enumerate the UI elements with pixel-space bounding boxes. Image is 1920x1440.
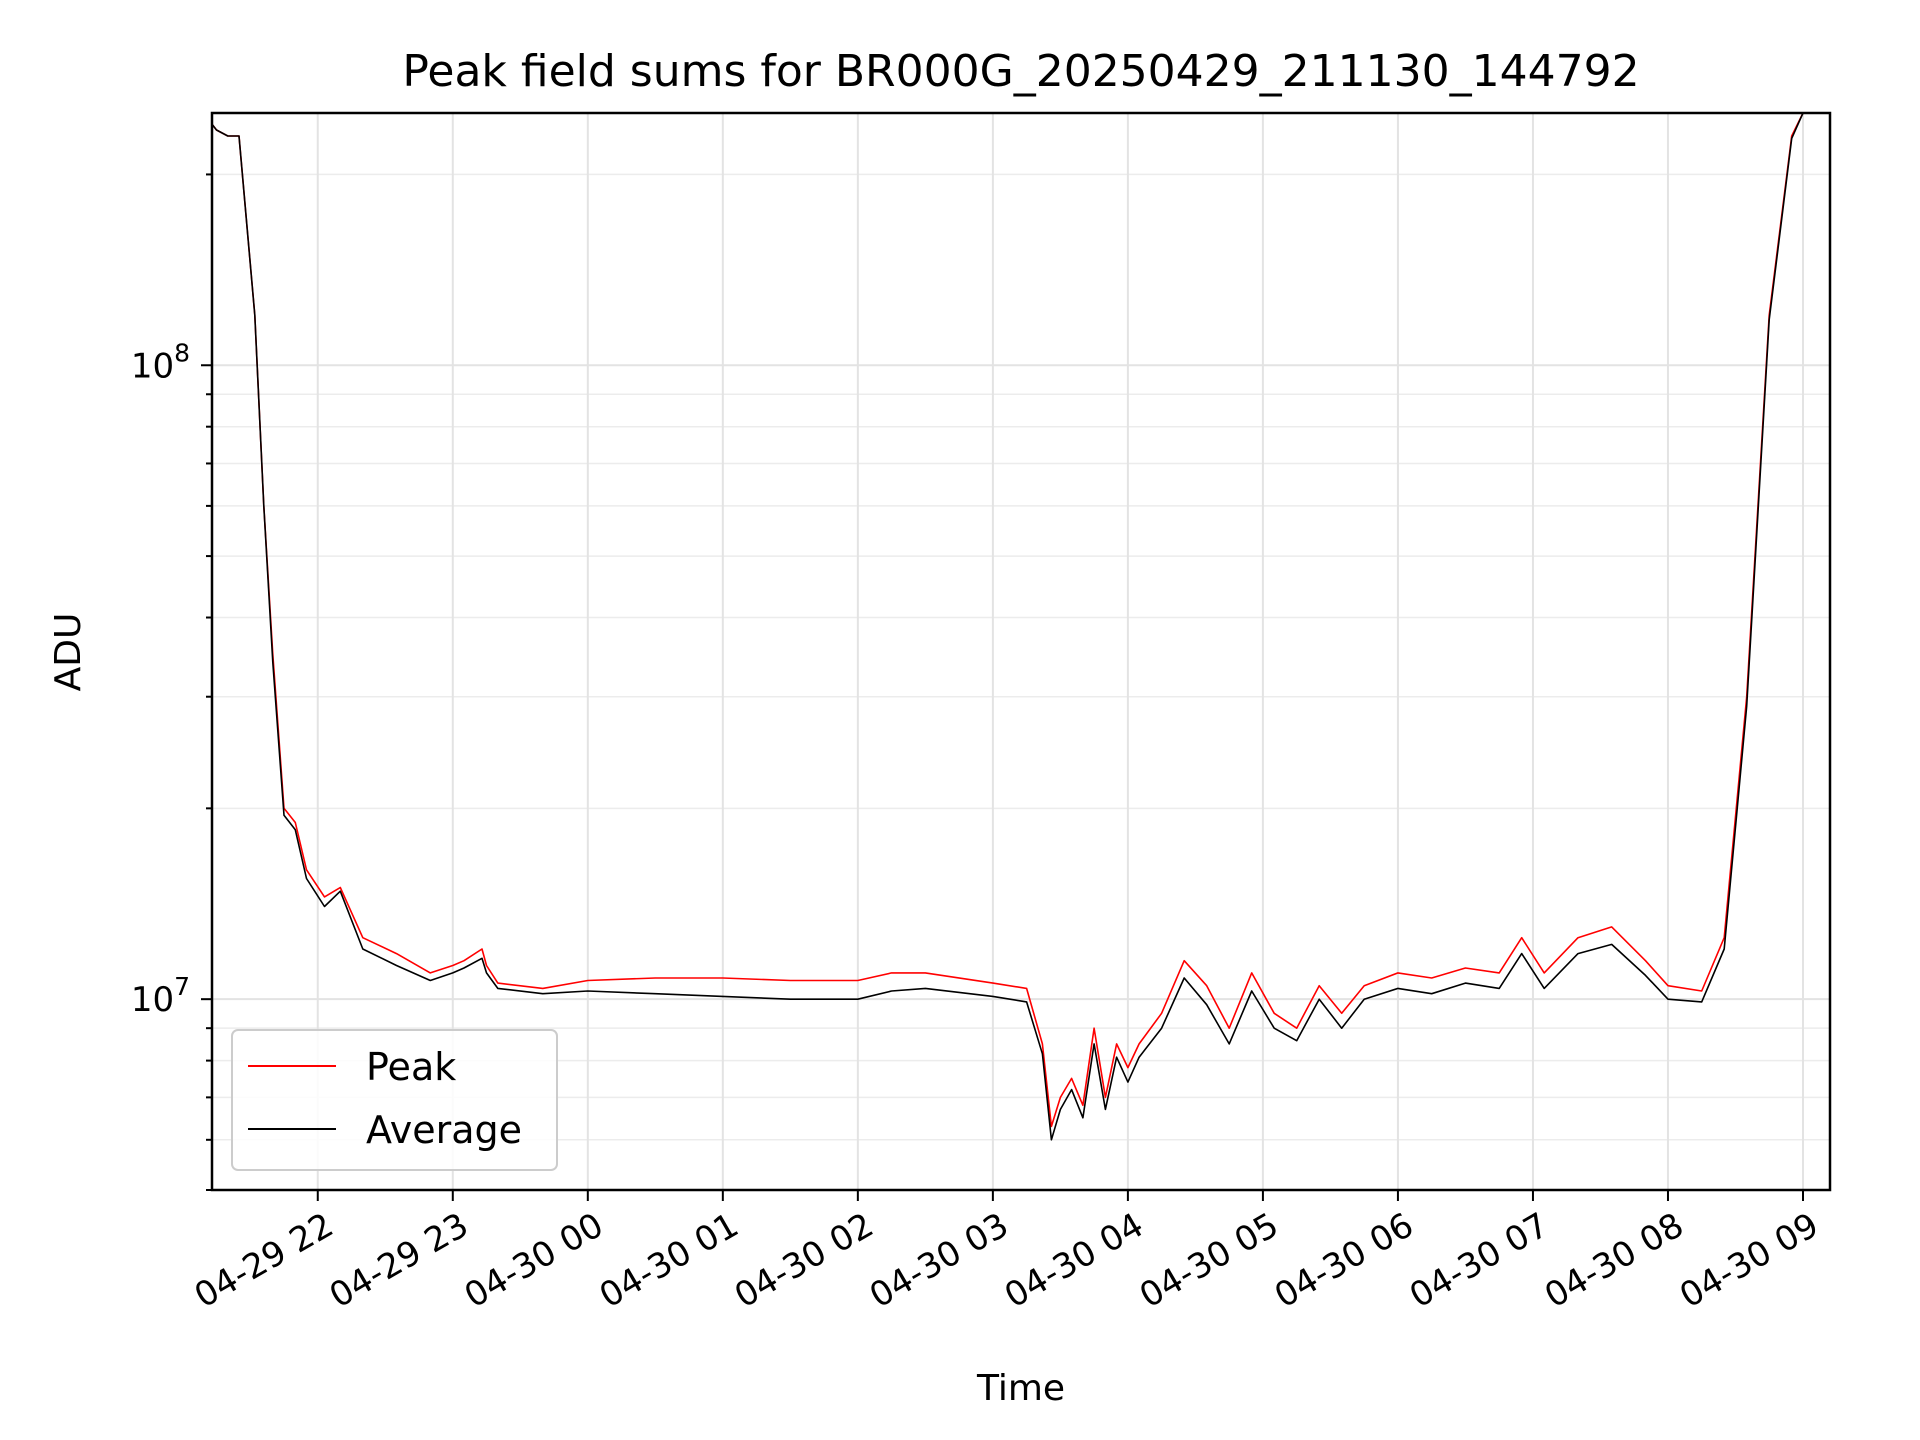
y-tick-label: 108	[131, 338, 190, 386]
series-line-peak	[212, 113, 1815, 1128]
y-axis-ticks: 107 108	[131, 173, 212, 1191]
y-tick-label: 107	[131, 972, 190, 1020]
legend: Peak Average	[231, 1029, 558, 1171]
legend-label-peak: Peak	[366, 1045, 456, 1089]
series-line-average	[212, 113, 1815, 1141]
legend-label-average: Average	[366, 1108, 522, 1152]
chart-title: Peak field sums for BR000G_20250429_2111…	[402, 46, 1639, 97]
y-axis-label: ADU	[48, 613, 89, 692]
x-axis-label: Time	[976, 1368, 1065, 1409]
plot-series	[212, 113, 1815, 1141]
plot-frame	[210, 111, 1832, 1192]
